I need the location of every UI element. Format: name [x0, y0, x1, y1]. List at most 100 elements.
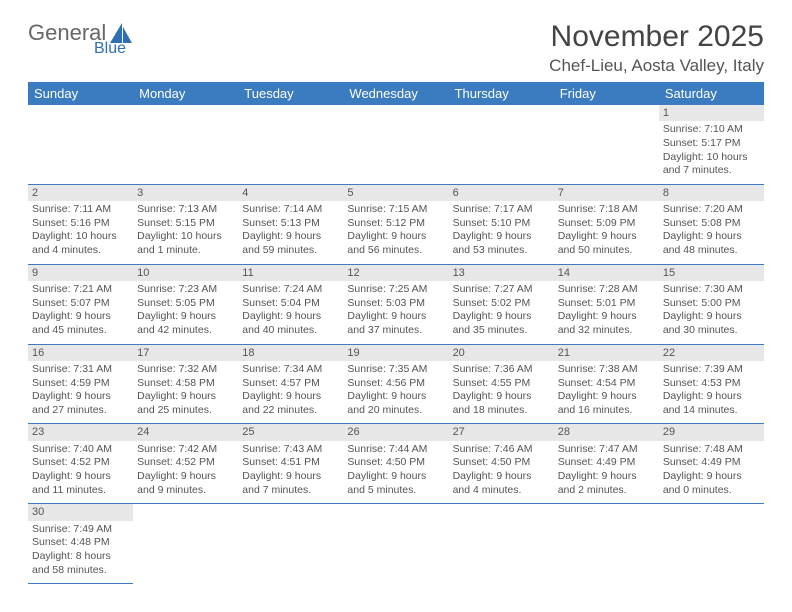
sunset-text: Sunset: 5:08 PM — [663, 217, 760, 231]
calendar-day-cell — [554, 504, 659, 584]
daylight-text: Daylight: 9 hours and 59 minutes. — [242, 230, 339, 257]
sunrise-text: Sunrise: 7:11 AM — [32, 203, 129, 217]
calendar-day-cell — [343, 504, 448, 584]
daylight-text: Daylight: 8 hours and 58 minutes. — [32, 550, 129, 577]
calendar-day-cell: 28Sunrise: 7:47 AMSunset: 4:49 PMDayligh… — [554, 424, 659, 504]
calendar-day-cell: 15Sunrise: 7:30 AMSunset: 5:00 PMDayligh… — [659, 264, 764, 344]
day-number: 22 — [659, 345, 764, 361]
day-number: 24 — [133, 424, 238, 440]
daylight-text: Daylight: 9 hours and 40 minutes. — [242, 310, 339, 337]
calendar-day-cell: 4Sunrise: 7:14 AMSunset: 5:13 PMDaylight… — [238, 184, 343, 264]
calendar-day-cell: 21Sunrise: 7:38 AMSunset: 4:54 PMDayligh… — [554, 344, 659, 424]
sunrise-text: Sunrise: 7:25 AM — [347, 283, 444, 297]
sunrise-text: Sunrise: 7:43 AM — [242, 443, 339, 457]
sunrise-text: Sunrise: 7:42 AM — [137, 443, 234, 457]
daylight-text: Daylight: 9 hours and 18 minutes. — [453, 390, 550, 417]
title-block: November 2025 Chef-Lieu, Aosta Valley, I… — [549, 20, 764, 76]
day-number: 12 — [343, 265, 448, 281]
calendar-day-cell — [343, 105, 448, 184]
sunrise-text: Sunrise: 7:34 AM — [242, 363, 339, 377]
sunset-text: Sunset: 5:02 PM — [453, 297, 550, 311]
day-number: 7 — [554, 185, 659, 201]
calendar-day-cell: 8Sunrise: 7:20 AMSunset: 5:08 PMDaylight… — [659, 184, 764, 264]
day-number: 17 — [133, 345, 238, 361]
sunset-text: Sunset: 4:58 PM — [137, 377, 234, 391]
day-number: 23 — [28, 424, 133, 440]
day-number: 28 — [554, 424, 659, 440]
sunrise-text: Sunrise: 7:27 AM — [453, 283, 550, 297]
sunset-text: Sunset: 4:53 PM — [663, 377, 760, 391]
month-title: November 2025 — [549, 20, 764, 54]
calendar-body: 1Sunrise: 7:10 AMSunset: 5:17 PMDaylight… — [28, 105, 764, 584]
day-number: 30 — [28, 504, 133, 520]
calendar-day-cell: 7Sunrise: 7:18 AMSunset: 5:09 PMDaylight… — [554, 184, 659, 264]
weekday-header: Wednesday — [343, 82, 448, 105]
sunrise-text: Sunrise: 7:10 AM — [663, 123, 760, 137]
sunset-text: Sunset: 4:57 PM — [242, 377, 339, 391]
calendar-day-cell: 24 Sunrise: 7:42 AMSunset: 4:52 PMDayligh… — [133, 424, 238, 504]
sunrise-text: Sunrise: 7:38 AM — [558, 363, 655, 377]
sunrise-text: Sunrise: 7:48 AM — [663, 443, 760, 457]
sunset-text: Sunset: 4:56 PM — [347, 377, 444, 391]
sunset-text: Sunset: 4:52 PM — [32, 456, 129, 470]
sunrise-text: Sunrise: 7:24 AM — [242, 283, 339, 297]
daylight-text: Daylight: 9 hours and 9 minutes. — [137, 470, 234, 497]
sunset-text: Sunset: 5:07 PM — [32, 297, 129, 311]
sunrise-text: Sunrise: 7:15 AM — [347, 203, 444, 217]
daylight-text: Daylight: 9 hours and 27 minutes. — [32, 390, 129, 417]
calendar-day-cell: 27Sunrise: 7:46 AMSunset: 4:50 PMDayligh… — [449, 424, 554, 504]
calendar-day-cell — [133, 504, 238, 584]
calendar-day-cell: 25Sunrise: 7:43 AMSunset: 4:51 PMDayligh… — [238, 424, 343, 504]
daylight-text: Daylight: 9 hours and 50 minutes. — [558, 230, 655, 257]
day-number: 13 — [449, 265, 554, 281]
day-number: 27 — [449, 424, 554, 440]
daylight-text: Daylight: 9 hours and 56 minutes. — [347, 230, 444, 257]
location: Chef-Lieu, Aosta Valley, Italy — [549, 56, 764, 76]
day-number: 14 — [554, 265, 659, 281]
sunset-text: Sunset: 5:03 PM — [347, 297, 444, 311]
calendar-day-cell: 12 Sunrise: 7:25 AMSunset: 5:03 PMDayligh… — [343, 264, 448, 344]
daylight-text: Daylight: 9 hours and 22 minutes. — [242, 390, 339, 417]
daylight-text: Daylight: 9 hours and 42 minutes. — [137, 310, 234, 337]
sunset-text: Sunset: 5:04 PM — [242, 297, 339, 311]
calendar-day-cell: 29Sunrise: 7:48 AMSunset: 4:49 PMDayligh… — [659, 424, 764, 504]
day-number: 29 — [659, 424, 764, 440]
daylight-text: Daylight: 9 hours and 37 minutes. — [347, 310, 444, 337]
day-number: 16 — [28, 345, 133, 361]
calendar-day-cell — [28, 105, 133, 184]
day-number: 2 — [28, 185, 133, 201]
calendar-day-cell — [659, 504, 764, 584]
day-number: 18 — [238, 345, 343, 361]
sunset-text: Sunset: 5:09 PM — [558, 217, 655, 231]
day-number: 20 — [449, 345, 554, 361]
daylight-text: Daylight: 9 hours and 7 minutes. — [242, 470, 339, 497]
sunset-text: Sunset: 5:16 PM — [32, 217, 129, 231]
day-number: 8 — [659, 185, 764, 201]
sunrise-text: Sunrise: 7:30 AM — [663, 283, 760, 297]
daylight-text: Daylight: 9 hours and 48 minutes. — [663, 230, 760, 257]
daylight-text: Daylight: 9 hours and 5 minutes. — [347, 470, 444, 497]
calendar-day-cell: 14Sunrise: 7:28 AMSunset: 5:01 PMDayligh… — [554, 264, 659, 344]
sunset-text: Sunset: 5:01 PM — [558, 297, 655, 311]
calendar-day-cell: 18 Sunrise: 7:34 AMSunset: 4:57 PMDayligh… — [238, 344, 343, 424]
weekday-header: Thursday — [449, 82, 554, 105]
sunset-text: Sunset: 4:48 PM — [32, 536, 129, 550]
calendar-day-cell: 13 Sunrise: 7:27 AMSunset: 5:02 PMDayligh… — [449, 264, 554, 344]
calendar-day-cell: 1Sunrise: 7:10 AMSunset: 5:17 PMDaylight… — [659, 105, 764, 184]
sunrise-text: Sunrise: 7:32 AM — [137, 363, 234, 377]
header: General Blue November 2025 Chef-Lieu, Ao… — [28, 20, 764, 76]
daylight-text: Daylight: 9 hours and 0 minutes. — [663, 470, 760, 497]
daylight-text: Daylight: 9 hours and 35 minutes. — [453, 310, 550, 337]
calendar-day-cell: 2Sunrise: 7:11 AMSunset: 5:16 PMDaylight… — [28, 184, 133, 264]
weekday-header: Monday — [133, 82, 238, 105]
day-number: 25 — [238, 424, 343, 440]
calendar-day-cell — [133, 105, 238, 184]
daylight-text: Daylight: 9 hours and 32 minutes. — [558, 310, 655, 337]
sunset-text: Sunset: 4:52 PM — [137, 456, 234, 470]
day-number: 5 — [343, 185, 448, 201]
calendar-week-row: 16Sunrise: 7:31 AMSunset: 4:59 PMDayligh… — [28, 344, 764, 424]
daylight-text: Daylight: 9 hours and 20 minutes. — [347, 390, 444, 417]
weekday-header: Tuesday — [238, 82, 343, 105]
sunrise-text: Sunrise: 7:36 AM — [453, 363, 550, 377]
sunset-text: Sunset: 5:05 PM — [137, 297, 234, 311]
